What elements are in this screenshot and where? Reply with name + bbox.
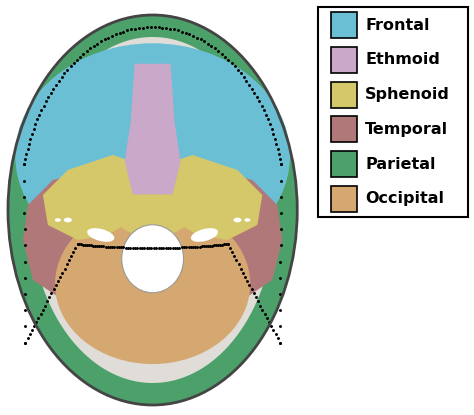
Ellipse shape bbox=[55, 204, 250, 364]
Text: Parietal: Parietal bbox=[365, 156, 436, 171]
Ellipse shape bbox=[64, 217, 72, 222]
Ellipse shape bbox=[55, 218, 61, 222]
Polygon shape bbox=[163, 170, 283, 300]
Ellipse shape bbox=[108, 163, 198, 237]
Polygon shape bbox=[8, 15, 297, 405]
Text: Sphenoid: Sphenoid bbox=[365, 87, 450, 102]
Text: Frontal: Frontal bbox=[365, 18, 429, 33]
Polygon shape bbox=[43, 155, 147, 240]
FancyBboxPatch shape bbox=[331, 116, 357, 142]
FancyBboxPatch shape bbox=[331, 82, 357, 107]
FancyBboxPatch shape bbox=[331, 151, 357, 177]
Polygon shape bbox=[125, 64, 181, 194]
FancyBboxPatch shape bbox=[331, 12, 357, 38]
Ellipse shape bbox=[8, 15, 297, 405]
Ellipse shape bbox=[191, 228, 218, 242]
Ellipse shape bbox=[233, 217, 241, 222]
FancyBboxPatch shape bbox=[318, 7, 468, 217]
FancyBboxPatch shape bbox=[331, 47, 357, 73]
Text: Ethmoid: Ethmoid bbox=[365, 53, 440, 68]
Ellipse shape bbox=[87, 228, 114, 242]
Text: Occipital: Occipital bbox=[365, 191, 444, 206]
Polygon shape bbox=[23, 170, 143, 300]
Ellipse shape bbox=[15, 43, 290, 268]
FancyBboxPatch shape bbox=[331, 186, 357, 212]
Ellipse shape bbox=[122, 225, 183, 293]
Polygon shape bbox=[158, 155, 262, 240]
Text: Temporal: Temporal bbox=[365, 122, 448, 137]
Ellipse shape bbox=[245, 218, 250, 222]
